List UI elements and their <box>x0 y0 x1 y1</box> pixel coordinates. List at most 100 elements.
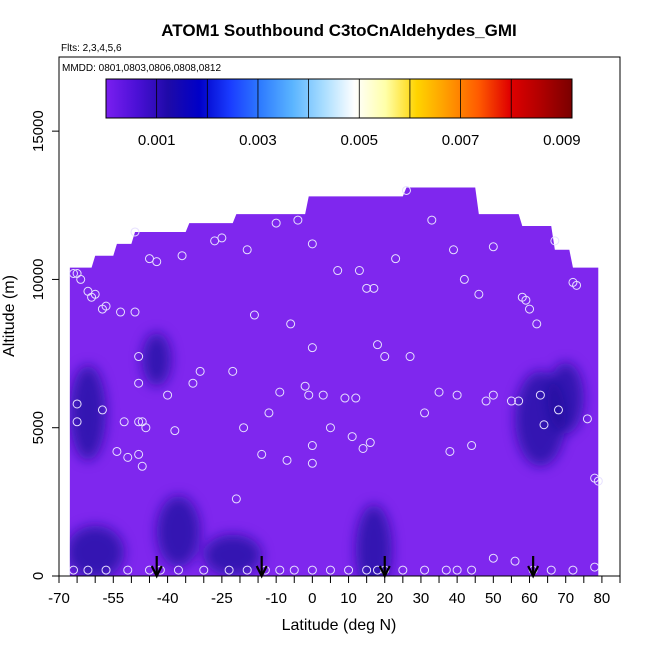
data-point <box>481 396 491 406</box>
observation-points <box>68 185 603 575</box>
data-point <box>119 417 129 427</box>
data-point <box>362 565 372 575</box>
x-tick-label: 80 <box>594 590 611 607</box>
data-point <box>195 366 205 376</box>
data-point <box>275 565 285 575</box>
data-point <box>354 266 364 276</box>
y-tick-label: 15000 <box>30 110 47 152</box>
data-point <box>488 242 498 252</box>
data-point <box>141 423 151 433</box>
data-point <box>467 441 477 451</box>
data-point <box>101 565 111 575</box>
data-point <box>271 218 281 228</box>
data-point <box>535 390 545 400</box>
y-tick-label: 5000 <box>30 411 47 444</box>
data-point <box>420 565 430 575</box>
data-point <box>264 408 274 418</box>
data-point <box>282 455 292 465</box>
x-axis: -70 -55 -40 -25 -10 0 10 20 30 40 50 60 70 80 <box>48 576 621 607</box>
data-point <box>333 266 343 276</box>
data-point <box>257 449 267 459</box>
data-point <box>452 390 462 400</box>
data-point <box>452 565 462 575</box>
data-point <box>83 565 93 575</box>
data-point <box>441 565 451 575</box>
data-point <box>391 254 401 264</box>
x-tick-label: 0 <box>308 590 316 607</box>
data-point <box>427 215 437 225</box>
data-point <box>572 280 582 290</box>
x-axis-label: Latitude (deg N) <box>282 617 397 634</box>
data-point <box>163 390 173 400</box>
data-point <box>539 420 549 430</box>
data-point <box>90 289 100 299</box>
data-point <box>553 405 563 415</box>
colorbar-frame <box>105 78 573 119</box>
data-point <box>123 565 133 575</box>
data-point <box>344 565 354 575</box>
data-point <box>286 319 296 329</box>
x-tick-label: 50 <box>485 590 502 607</box>
data-point <box>134 417 144 427</box>
x-tick-label: 30 <box>413 590 430 607</box>
y-tick-label: 10000 <box>30 259 47 301</box>
low-value-region <box>142 332 172 387</box>
y-axis-label: Altitude (m) <box>1 275 18 357</box>
data-point <box>76 274 86 284</box>
data-point <box>550 236 560 246</box>
data-point <box>514 396 524 406</box>
data-point <box>362 283 372 293</box>
colorbar-tick-label: 0.001 <box>138 132 176 149</box>
data-point <box>289 565 299 575</box>
data-point <box>373 340 383 350</box>
y-tick-label: 0 <box>30 572 47 580</box>
low-value-region <box>355 504 392 576</box>
data-point <box>199 565 209 575</box>
data-point <box>123 452 133 462</box>
low-value-region <box>69 525 125 576</box>
data-point <box>420 408 430 418</box>
data-point <box>434 387 444 397</box>
heatmap-curtain <box>69 187 599 576</box>
data-point <box>365 438 375 448</box>
data-point <box>568 565 578 575</box>
data-point <box>318 390 328 400</box>
data-point <box>130 307 140 317</box>
data-point <box>369 283 379 293</box>
data-point <box>474 289 484 299</box>
data-point <box>130 227 140 237</box>
data-point <box>134 378 144 388</box>
x-tick-label: 40 <box>449 590 466 607</box>
data-point <box>101 301 111 311</box>
flights-note: Flts: 2,3,4,5,6 <box>61 43 122 54</box>
data-point <box>405 352 415 362</box>
data-point <box>152 257 162 267</box>
x-tick-label: -70 <box>48 590 70 607</box>
data-point <box>304 390 314 400</box>
colorbar-gradient <box>106 79 572 118</box>
curtain-area <box>69 187 599 576</box>
data-point <box>307 343 317 353</box>
data-point <box>325 565 335 575</box>
data-point <box>325 423 335 433</box>
data-point <box>170 426 180 436</box>
colorbar: 0.001 0.003 0.005 0.007 0.009 <box>105 78 581 149</box>
data-point <box>532 319 542 329</box>
data-point <box>173 565 183 575</box>
y-axis: 0 5000 10000 15000 <box>30 110 59 580</box>
data-point <box>275 387 285 397</box>
data-point <box>467 565 477 575</box>
data-point <box>224 565 234 575</box>
data-point <box>97 405 107 415</box>
x-tick-label: -10 <box>265 590 287 607</box>
x-tick-label: 10 <box>340 590 357 607</box>
colorbar-tick-label: 0.005 <box>340 132 378 149</box>
chart-title: ATOM1 Southbound C3toCnAldehydes_GMI <box>161 21 516 40</box>
data-point <box>242 245 252 255</box>
data-point <box>340 393 350 403</box>
data-point <box>582 414 592 424</box>
low-value-region <box>547 362 584 434</box>
data-point <box>293 215 303 225</box>
data-point <box>593 476 603 486</box>
x-tick-label: -40 <box>157 590 179 607</box>
